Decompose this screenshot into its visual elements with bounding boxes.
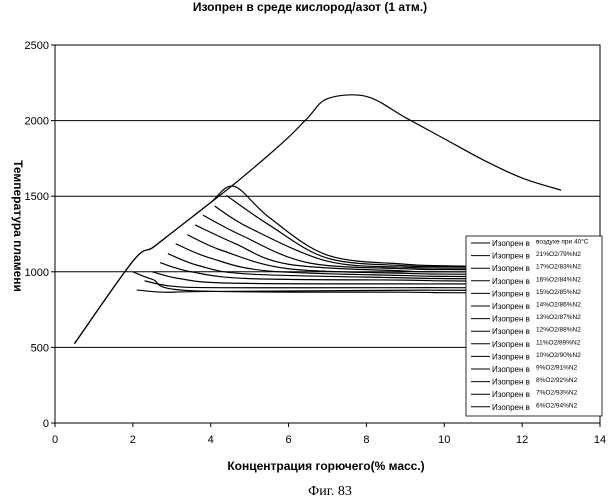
legend-label-suffix: 14%O2/86%N2 <box>536 302 581 309</box>
x-tick-label: 10 <box>438 434 450 446</box>
y-axis-ticks: 0 500 1000 1500 2000 2500 <box>25 40 55 430</box>
legend-label-suffix: воздухе при 40°C <box>536 238 589 246</box>
y-tick-label: 0 <box>43 418 49 430</box>
legend-label-suffix: 10%O2/90%N2 <box>536 352 581 359</box>
x-tick-label: 4 <box>208 434 214 446</box>
legend-label-suffix: 12%O2/88%N2 <box>536 327 581 334</box>
legend-label-suffix: 17%O2/83%N2 <box>536 264 581 271</box>
legend-box <box>466 236 602 416</box>
y-tick-label: 2500 <box>25 40 49 52</box>
figure-caption: Фиг. 83 <box>308 484 352 499</box>
legend: Изопрен в воздухе при 40°C Изопрен в 21%O2/… <box>466 236 602 416</box>
legend-label-suffix: 16%O2/84%N2 <box>536 276 581 283</box>
legend-label-suffix: 15%O2/85%N2 <box>536 289 581 296</box>
legend-label-prefix: Изопрен в <box>492 289 530 298</box>
x-tick-label: 8 <box>363 434 369 446</box>
legend-label-prefix: Изопрен в <box>492 239 530 248</box>
x-axis-label: Концентрация горючего(% масс.) <box>227 459 424 473</box>
legend-label-suffix: 6%O2/94%N2 <box>536 402 578 409</box>
legend-label-prefix: Изопрен в <box>492 352 530 361</box>
legend-label-suffix: 9%O2/91%N2 <box>536 365 578 372</box>
x-tick-label: 14 <box>594 434 606 446</box>
y-tick-label: 500 <box>31 342 49 354</box>
legend-label-prefix: Изопрен в <box>492 252 530 261</box>
y-axis-label: Температура пламени <box>11 160 25 292</box>
legend-label-prefix: Изопрен в <box>492 302 530 311</box>
legend-label-suffix: 11%O2/89%N2 <box>536 339 581 346</box>
x-tick-label: 6 <box>286 434 292 446</box>
legend-label-prefix: Изопрен в <box>492 340 530 349</box>
y-tick-label: 1500 <box>25 191 49 203</box>
legend-label-suffix: 21%O2/79%N2 <box>536 251 581 258</box>
flame-temperature-chart: Изопрен в среде кислород/азот (1 атм.) 0… <box>0 0 608 500</box>
legend-label-prefix: Изопрен в <box>492 378 530 387</box>
legend-label-suffix: 7%O2/93%N2 <box>536 390 578 397</box>
y-tick-label: 2000 <box>25 116 49 128</box>
x-tick-label: 2 <box>130 434 136 446</box>
legend-label-prefix: Изопрен в <box>492 264 530 273</box>
legend-label-suffix: 8%O2/92%N2 <box>536 377 578 384</box>
chart-title: Изопрен в среде кислород/азот (1 атм.) <box>193 0 427 14</box>
legend-label-prefix: Изопрен в <box>492 403 530 412</box>
x-axis-ticks: 0 2 4 6 8 10 12 14 <box>52 423 606 446</box>
x-tick-label: 12 <box>516 434 528 446</box>
y-tick-label: 1000 <box>25 267 49 279</box>
legend-label-prefix: Изопрен в <box>492 277 530 286</box>
legend-label-prefix: Изопрен в <box>492 390 530 399</box>
legend-label-prefix: Изопрен в <box>492 315 530 324</box>
legend-label-prefix: Изопрен в <box>492 327 530 336</box>
legend-label-prefix: Изопрен в <box>492 365 530 374</box>
legend-label-suffix: 13%O2/87%N2 <box>536 314 581 321</box>
x-tick-label: 0 <box>52 434 58 446</box>
